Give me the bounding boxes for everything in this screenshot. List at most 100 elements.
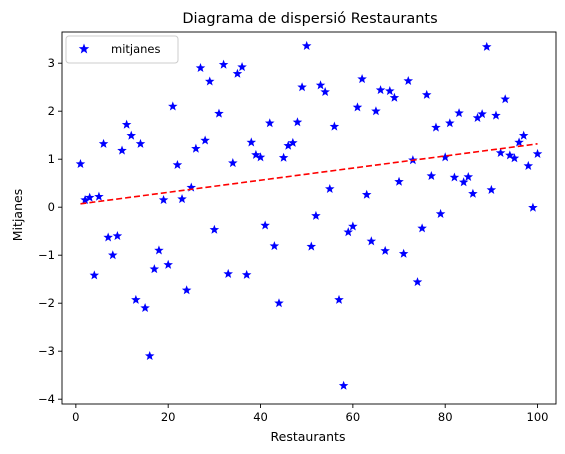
data-point: [491, 110, 501, 120]
data-point: [518, 130, 529, 140]
data-point: [445, 118, 455, 128]
data-point: [140, 303, 150, 313]
legend-box: [65, 35, 179, 64]
axis-ticks: 0 20 40 60 80 100 −4 −3 −2 −1 0 1 2 3: [38, 56, 548, 424]
data-point: [481, 41, 492, 51]
data-point: [495, 147, 506, 158]
legend: mitjanes: [65, 35, 179, 64]
data-point: [421, 89, 432, 99]
data-point: [121, 119, 132, 129]
data-point: [509, 153, 520, 163]
data-point: [274, 298, 284, 308]
data-point: [117, 145, 127, 155]
data-point: [154, 245, 164, 255]
data-point: [477, 109, 487, 119]
data-point: [246, 137, 257, 147]
data-point: [255, 152, 266, 162]
data-point: [232, 68, 243, 78]
legend-star: [78, 43, 90, 54]
data-point: [514, 137, 524, 147]
data-point: [320, 87, 330, 97]
y-tick-label: −4: [38, 392, 55, 406]
data-point: [223, 268, 233, 278]
data-point: [292, 117, 303, 127]
data-point: [306, 241, 317, 251]
data-point: [177, 194, 187, 204]
data-point: [135, 138, 146, 148]
data-point: [297, 82, 307, 92]
data-point: [417, 223, 427, 233]
data-point: [366, 236, 377, 246]
y-tick-label: −3: [38, 344, 55, 358]
data-point: [426, 171, 437, 181]
data-point: [500, 94, 510, 104]
data-point: [168, 101, 178, 111]
plot-frame: [61, 31, 557, 405]
chart-title: Diagrama de dispersió Restaurants: [182, 11, 437, 27]
data-point: [472, 112, 483, 122]
data-point: [214, 108, 224, 118]
data-point: [269, 241, 280, 251]
data-point: [371, 106, 381, 116]
data-point: [389, 92, 400, 102]
data-point: [403, 75, 414, 86]
data-point: [241, 269, 252, 279]
data-point: [108, 250, 118, 260]
data-point: [181, 285, 192, 295]
data-point: [454, 108, 464, 118]
data-point: [75, 159, 86, 169]
data-point: [251, 149, 261, 159]
data-point: [348, 221, 358, 231]
data-point: [468, 188, 478, 198]
data-point: [237, 62, 247, 72]
data-point: [103, 232, 113, 242]
data-point: [265, 118, 275, 128]
x-axis-label: Restaurants: [271, 429, 346, 444]
data-point: [338, 380, 349, 390]
data-point: [94, 191, 104, 201]
data-point: [325, 183, 335, 194]
data-point: [84, 192, 95, 202]
data-point: [204, 76, 215, 86]
data-point: [440, 152, 450, 162]
data-point: [523, 160, 534, 170]
data-point: [288, 137, 298, 147]
data-point: [311, 210, 321, 220]
data-point: [131, 294, 141, 304]
data-point: [343, 227, 353, 237]
data-point: [361, 189, 372, 199]
data-point: [209, 224, 220, 234]
data-point: [218, 59, 229, 69]
x-tick-label: 60: [346, 410, 361, 424]
data-point: [352, 102, 363, 112]
data-point: [486, 184, 497, 194]
data-point: [505, 150, 515, 160]
data-point: [195, 63, 206, 73]
data-point: [528, 202, 538, 212]
y-tick-label: 3: [48, 56, 55, 70]
y-axis-label: Mitjanes: [10, 189, 25, 241]
data-point: [385, 86, 395, 96]
data-point: [112, 231, 123, 241]
data-point: [435, 208, 446, 218]
data-point: [172, 159, 183, 170]
y-tick-label: −1: [38, 248, 55, 262]
data-point: [398, 248, 409, 258]
data-point: [191, 143, 201, 153]
data-point: [80, 195, 90, 205]
data-point: [89, 270, 100, 280]
data-point: [394, 176, 404, 186]
data-point: [380, 245, 390, 255]
plot-area: [61, 31, 557, 405]
data-point: [260, 220, 270, 230]
legend-label-mitjanes: mitjanes: [111, 42, 161, 56]
y-tick-label: 2: [48, 104, 55, 118]
trend-line: [80, 143, 538, 205]
data-point: [463, 171, 474, 182]
data-point: [163, 259, 173, 269]
data-point: [329, 121, 340, 131]
data-point: [98, 138, 109, 148]
data-point: [334, 294, 344, 304]
x-tick-label: 80: [438, 410, 453, 424]
